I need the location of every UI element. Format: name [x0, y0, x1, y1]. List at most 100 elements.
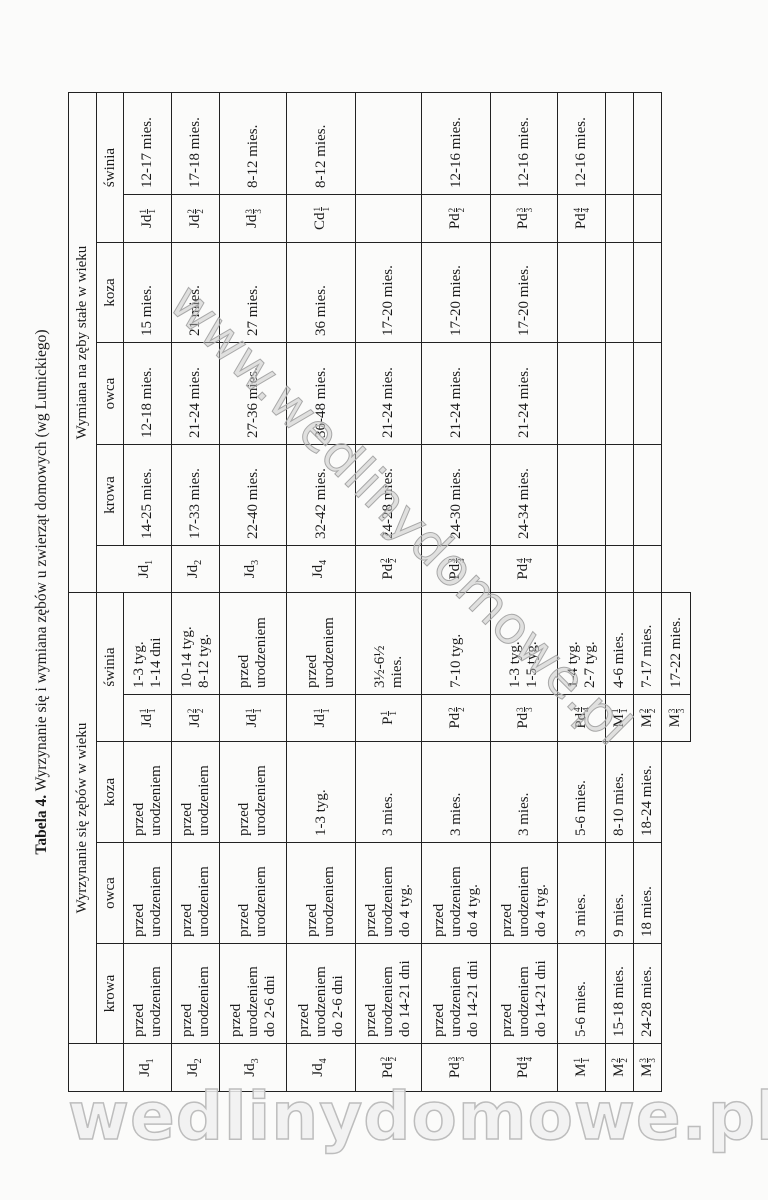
tooth-cell: Jd1: [123, 545, 172, 593]
eruption-koza-cell: 3 mies.: [355, 741, 422, 843]
tooth-lower: 1: [581, 1058, 592, 1063]
table-title: Wyrzynanie się i wymiana zębów u zwierzą…: [33, 329, 50, 792]
eruption-swinia-cell: 3½-6½ mies.: [355, 592, 422, 695]
tooth-cell: Jd 1 1: [123, 194, 172, 243]
tooth-lower: 1: [320, 708, 331, 714]
tooth-symbol: Jd: [136, 1063, 153, 1077]
replacement-group-header: Wymiana na zęby stałe w wieku: [68, 92, 97, 593]
eruption-koza-cell: 8-10 mies.: [605, 741, 634, 843]
tooth-cell: Jd 1 1: [286, 694, 356, 742]
empty-cell: [662, 843, 691, 944]
tooth-symbol: Jd: [310, 1063, 326, 1077]
replacement-swinia-cell: 17-18 mies.: [171, 92, 220, 195]
tooth-lower: 1: [320, 207, 331, 212]
eruption-swinia-cell: przed urodzeniem: [286, 592, 356, 695]
tooth-symbol: M: [610, 1063, 627, 1077]
tooth-lower: 1: [388, 711, 399, 716]
tooth-symbol: Cd: [312, 212, 329, 231]
replacement-owca-cell: 21-24 mies.: [421, 342, 491, 445]
tooth-cell: [557, 545, 606, 593]
table-row: Jd3 przed urodzeniem do 2-6 dni przed urod…: [219, 92, 287, 1092]
tooth-symbol: Jd: [184, 1063, 201, 1077]
eruption-koza-cell: przed urodzeniem: [171, 741, 220, 843]
replacement-tooth-header: [96, 545, 124, 593]
tooth-lower: 3: [523, 707, 534, 712]
tooth-symbol: M: [667, 714, 684, 728]
tooth-cell: Pd 3 3: [490, 194, 558, 243]
teeth-table: Wyrzynanie się zębów w wieku Wymiana na …: [68, 92, 691, 1092]
replacement-swinia-cell: [633, 92, 662, 195]
table-row: M 3 3 24-28 mies. 18 mies. 18-24 mies. M 2 2 7-17…: [633, 92, 662, 1092]
table-row: M 3 3 17-22 mies.: [661, 93, 691, 1092]
replacement-swinia-cell: 12-16 mies.: [421, 92, 491, 195]
eruption-krowa-cell: przed urodzeniem do 14-21 dni: [421, 943, 491, 1044]
tooth-symbol: Jd: [242, 564, 258, 579]
tooth-lower: 3: [675, 708, 686, 714]
empty-cell: [662, 546, 691, 593]
empty-cell: [662, 343, 691, 445]
eruption-koza-cell: przed urodzeniem: [123, 741, 172, 843]
tooth-symbol: Jd: [310, 564, 326, 579]
replacement-owca-cell: [605, 342, 634, 445]
empty-cell: [662, 93, 691, 195]
replacement-koza-cell: 15 mies.: [123, 242, 172, 343]
tooth-cell: Pd 4 4: [557, 194, 606, 243]
eruption-koza-header: koza: [96, 741, 124, 843]
table-row: Jd2 przed urodzeniem przed urodzeniem przed…: [171, 92, 220, 1092]
replacement-owca-cell: 21-24 mies.: [490, 342, 558, 445]
table-row: M 2 2 15-18 mies. 9 mies. 8-10 mies. M 1 1 4-6 mi…: [605, 92, 634, 1092]
tooth-cell: [633, 545, 662, 593]
replacement-owca-header: owca: [96, 342, 124, 445]
eruption-swinia-cell: 7-17 mies.: [633, 592, 662, 695]
tooth-symbol: Pd: [515, 563, 532, 580]
eruption-krowa-cell: przed urodzeniem do 14-21 dni: [355, 943, 422, 1044]
eruption-owca-cell: przed urodzeniem: [123, 842, 172, 944]
tooth-cell: Jd3: [219, 545, 287, 593]
replacement-koza-cell: 17-20 mies.: [490, 242, 558, 343]
replacement-owca-cell: [557, 342, 606, 445]
tooth-lower: 2: [619, 1058, 630, 1063]
tooth-cell: [605, 194, 634, 243]
tooth-symbol: M: [572, 1063, 589, 1077]
table-row: Jd1 przed urodzeniem przed urodzeniem przed…: [123, 92, 172, 1092]
replacement-koza-cell: 17-20 mies.: [421, 242, 491, 343]
eruption-swinia-header: świnia: [96, 592, 124, 742]
tooth-cell: Pd 2 2: [421, 194, 491, 243]
tooth-lower: 2: [388, 558, 399, 563]
tooth-cell: Pd 2 2: [421, 694, 491, 742]
tooth-lower: 1: [252, 708, 263, 714]
tooth-symbol: M: [638, 1063, 655, 1077]
tooth-symbol: Pd: [447, 1062, 464, 1079]
eruption-owca-cell: przed urodzeniem do 4 tyg.: [421, 842, 491, 944]
replacement-swinia-cell: 8-12 mies.: [286, 92, 356, 195]
tooth-lower: 1: [147, 708, 158, 714]
tooth-symbol: Jd: [138, 714, 155, 728]
eruption-koza-cell: 3 mies.: [490, 741, 558, 843]
tooth-symbol: Jd: [186, 214, 203, 228]
tooth-symbol: Pd: [379, 563, 396, 580]
tooth-cell: Jd 2 2: [171, 694, 220, 742]
eruption-koza-cell: 1-3 tyg.: [286, 741, 356, 843]
eruption-owca-cell: przed urodzeniem: [171, 842, 220, 944]
eruption-krowa-cell: 5-6 mies.: [557, 943, 606, 1044]
tooth-symbol: Pd: [515, 213, 532, 230]
replacement-owca-cell: 12-18 mies.: [123, 342, 172, 445]
tooth-lower: 4: [523, 1056, 534, 1062]
replacement-swinia-cell: [605, 92, 634, 195]
tooth-symbol: Jd: [242, 1063, 258, 1077]
replacement-krowa-cell: [605, 444, 634, 546]
replacement-krowa-header: krowa: [96, 444, 124, 546]
eruption-krowa-cell: przed urodzeniem do 2-6 dni: [219, 943, 287, 1044]
tooth-subscript: 1: [144, 1058, 156, 1064]
tooth-symbol: Jd: [244, 714, 261, 728]
